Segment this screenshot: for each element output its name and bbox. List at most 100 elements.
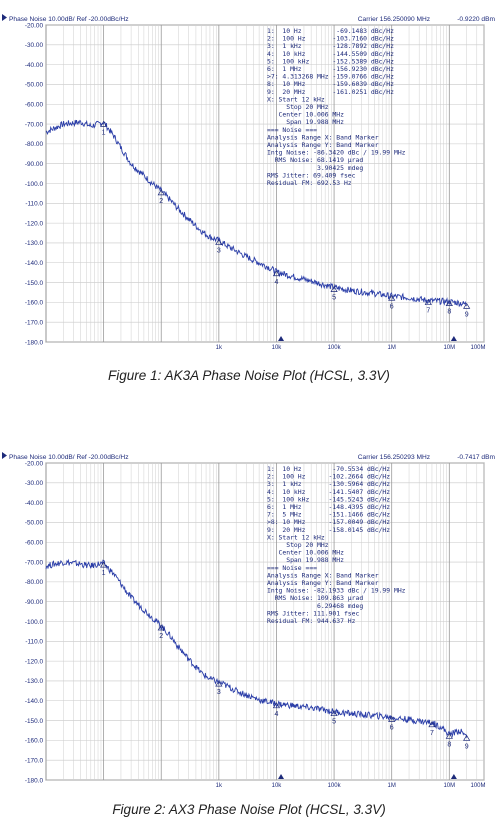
readout-line: 2: 100 Hz -102.2664 dBc/Hz <box>267 473 390 481</box>
chart-header-carrier: Carrier 156.250293 MHz <box>358 454 430 461</box>
figure-caption-2: Figure 2: AX3 Phase Noise Plot (HCSL, 3.… <box>112 802 386 817</box>
readout-line: 7: 5 MHz -151.1466 dBc/Hz <box>267 511 390 519</box>
readout-line: Intg Noise: -86.3420 dBc / 19.99 MHz <box>267 149 406 157</box>
y-tick-label: -170.0 <box>25 757 44 764</box>
readout-line: 3.90425 mdeg <box>267 164 363 172</box>
chart-header-level: -0.7417 dBm <box>457 454 495 461</box>
header-arrow-icon <box>2 14 7 21</box>
readout-line: X: Start 12 kHz <box>267 533 325 541</box>
phase-noise-plot-1: Phase Noise 10.00dB/ Ref -20.00dBc/Hz Car… <box>0 12 498 357</box>
marker-label: 7 <box>430 730 434 737</box>
marker-triangle <box>388 294 396 301</box>
readout-line: 8: 10 MHz -159.6039 dBc/Hz <box>267 80 394 88</box>
marker-triangle <box>445 299 453 306</box>
figure-caption-1: Figure 1: AK3A Phase Noise Plot (HCSL, 3… <box>108 368 390 383</box>
readout-line: 3: 1 kHz -128.7892 dBc/Hz <box>267 42 394 50</box>
readout-line: Residual FM: 692.53 Hz <box>267 179 352 187</box>
marker-triangle <box>330 710 338 717</box>
y-tick-label: -80.00 <box>25 579 44 586</box>
x-tick-label: 1k <box>216 345 223 351</box>
y-tick-label: -20.00 <box>25 460 44 467</box>
readout-line: 4: 10 kHz -141.5407 dBc/Hz <box>267 488 390 496</box>
y-tick-label: -160.0 <box>25 738 44 745</box>
y-tick-label: -20.00 <box>25 22 44 29</box>
y-tick-label: -30.00 <box>25 42 44 49</box>
y-tick-label: -140.0 <box>25 260 44 267</box>
y-tick-label: -180.0 <box>25 777 44 784</box>
readout-line: 9: 20 MHz -161.0251 dBc/Hz <box>267 88 394 96</box>
marker-label: 3 <box>217 248 221 255</box>
readout-line: 3: 1 kHz -130.5964 dBc/Hz <box>267 480 390 488</box>
phase-noise-chart-1: Phase Noise 10.00dB/ Ref -20.00dBc/Hz Car… <box>2 14 495 351</box>
y-tick-label: -40.00 <box>25 62 44 69</box>
y-tick-label: -50.00 <box>25 82 44 89</box>
chart-header-carrier: Carrier 156.250090 MHz <box>358 16 430 23</box>
x-tick-label: 10M <box>443 345 455 351</box>
y-tick-label: -180.0 <box>25 339 44 346</box>
marker-label: 6 <box>390 724 394 731</box>
chart-header-title: Phase Noise 10.00dB/ Ref -20.00dBc/Hz <box>9 16 129 23</box>
y-tick-label: -30.00 <box>25 480 44 487</box>
readout-line: Span 19.988 MHz <box>267 118 344 126</box>
phase-noise-trace <box>45 558 468 738</box>
y-tick-label: -130.0 <box>25 678 44 685</box>
readout-line: 6: 1 MHz -156.9230 dBc/Hz <box>267 65 394 73</box>
readout-line: RMS Jitter: 111.901 fsec <box>267 609 359 617</box>
readout-line: Stop 20 MHz <box>267 103 329 111</box>
marker-label: 7 <box>426 308 430 315</box>
x-tick-label: 10k <box>272 783 283 789</box>
phase-noise-plot-2: Phase Noise 10.00dB/ Ref -20.00dBc/Hz Car… <box>0 450 498 795</box>
readout-line: Center 10.006 MHz <box>267 111 344 119</box>
y-tick-label: -70.00 <box>25 559 44 566</box>
y-tick-label: -150.0 <box>25 718 44 725</box>
readout-line: >7: 4.313268 MHz -159.0766 dBc/Hz <box>267 73 394 81</box>
readout-line: RMS Noise: 68.1419 µrad <box>267 156 363 164</box>
readout-line: Analysis Range X: Band Marker <box>267 133 379 141</box>
marker-triangle <box>215 680 223 687</box>
marker-label: 6 <box>390 303 394 310</box>
marker-label: 4 <box>275 279 279 286</box>
marker-triangle <box>463 302 471 309</box>
y-tick-label: -140.0 <box>25 698 44 705</box>
readout-line: 2: 100 Hz -103.7160 dBc/Hz <box>267 35 394 43</box>
marker-triangle <box>388 715 396 722</box>
header-arrow-icon <box>2 452 7 459</box>
readout-line: Analysis Range X: Band Marker <box>267 571 379 579</box>
x-tick-label: 1M <box>388 345 396 351</box>
phase-noise-chart-2: Phase Noise 10.00dB/ Ref -20.00dBc/Hz Car… <box>2 452 495 789</box>
marker-label: 5 <box>332 719 336 726</box>
band-marker-icon <box>278 336 285 341</box>
readout-line: X: Start 12 kHz <box>267 95 325 103</box>
x-tick-label: 10k <box>272 345 283 351</box>
readout-line: Span 19.988 MHz <box>267 556 344 564</box>
y-tick-label: -130.0 <box>25 240 44 247</box>
marker-label: 1 <box>102 570 106 577</box>
readout-line: 6: 1 MHz -148.4395 dBc/Hz <box>267 503 390 511</box>
marker-triangle <box>157 624 165 631</box>
marker-triangle <box>272 270 281 277</box>
marker-label: 1 <box>102 129 106 136</box>
y-tick-label: -170.0 <box>25 319 44 326</box>
readout-line: 6.29468 mdeg <box>267 602 363 610</box>
x-tick-label: 100k <box>328 783 342 789</box>
marker-triangle <box>99 561 108 568</box>
marker-label: 8 <box>447 309 451 316</box>
readout-line: Analysis Range Y: Band Marker <box>267 141 379 149</box>
readout-line: Analysis Range Y: Band Marker <box>267 579 379 587</box>
chart-header-level: -0.9220 dBm <box>457 16 495 23</box>
x-tick-label: 10M <box>443 783 455 789</box>
band-marker-icon <box>450 336 457 341</box>
marker-label: 2 <box>159 633 163 640</box>
y-tick-label: -50.00 <box>25 520 44 527</box>
y-tick-label: -150.0 <box>25 280 44 287</box>
y-tick-label: -120.0 <box>25 220 44 227</box>
readout-line: === Noise === <box>267 126 317 134</box>
marker-triangle <box>424 298 432 305</box>
x-tick-label: 100M <box>470 345 485 351</box>
y-tick-label: -70.00 <box>25 121 44 128</box>
readout-line: Stop 20 MHz <box>267 541 329 549</box>
readout-line: 5: 100 kHz -145.5243 dBc/Hz <box>267 495 390 503</box>
marker-triangle <box>157 189 165 196</box>
marker-triangle <box>330 285 338 292</box>
readout-line: 1: 10 Hz -70.5534 dBc/Hz <box>267 465 390 473</box>
